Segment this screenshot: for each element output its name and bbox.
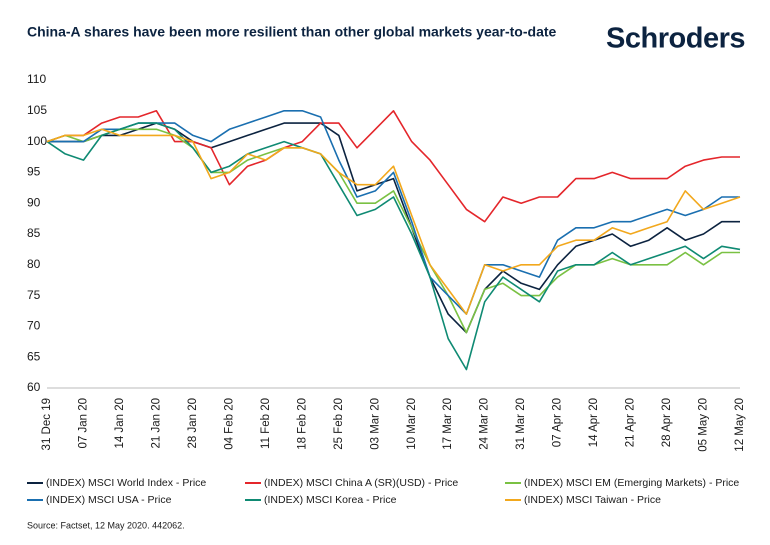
x-tick-label: 14 Apr 20	[588, 398, 600, 447]
logo: Schroders	[606, 23, 745, 55]
series-line	[46, 110, 740, 223]
y-tick-label: 85	[27, 226, 41, 240]
y-tick-label: 60	[27, 380, 41, 394]
x-tick-label: 21 Apr 20	[625, 398, 637, 447]
source-note: Source: Factset, 12 May 2020. 442062.	[27, 520, 185, 530]
series-line	[46, 128, 741, 315]
x-tick-label: 28 Jan 20	[187, 398, 199, 449]
x-tick-label: 31 Mar 20	[515, 398, 527, 450]
x-tick-label: 17 Mar 20	[442, 398, 454, 450]
x-tick-label: 12 May 20	[734, 398, 746, 452]
x-tick-label: 07 Apr 20	[552, 398, 564, 447]
series-line	[46, 128, 740, 334]
y-tick-label: 105	[27, 103, 47, 117]
x-tick-label: 28 Apr 20	[661, 398, 673, 447]
x-tick-label: 10 Mar 20	[406, 398, 418, 450]
legend-label: (INDEX) MSCI China A (SR)(USD) - Price	[264, 477, 458, 489]
legend-label: (INDEX) MSCI EM (Emerging Markets) - Pri…	[524, 477, 739, 489]
x-tick-label: 05 May 20	[698, 398, 710, 452]
x-tick-label: 24 Mar 20	[479, 398, 491, 450]
legend-label: (INDEX) MSCI Korea - Price	[264, 494, 397, 506]
x-tick-label: 18 Feb 20	[296, 398, 308, 450]
series-line	[46, 122, 741, 371]
x-tick-label: 31 Dec 19	[41, 398, 53, 450]
y-tick-label: 95	[27, 165, 41, 179]
legend-label: (INDEX) MSCI Taiwan - Price	[524, 494, 661, 506]
x-tick-label: 21 Jan 20	[150, 398, 162, 449]
x-tick-label: 11 Feb 20	[260, 398, 272, 449]
y-tick-label: 100	[27, 134, 47, 148]
y-tick-label: 65	[27, 349, 41, 363]
series-line	[47, 122, 740, 334]
x-tick-label: 07 Jan 20	[78, 398, 90, 449]
y-tick-label: 90	[27, 195, 41, 209]
legend-label: (INDEX) MSCI World Index - Price	[46, 477, 206, 489]
y-tick-label: 70	[27, 319, 41, 333]
chart-title: China-A shares have been more resilient …	[27, 24, 557, 40]
x-tick-label: 25 Feb 20	[333, 398, 345, 450]
y-tick-label: 75	[27, 288, 41, 302]
y-tick-label: 110	[27, 72, 46, 86]
y-tick-label: 80	[27, 257, 41, 271]
x-tick-label: 14 Jan 20	[114, 398, 126, 449]
x-tick-label: 04 Feb 20	[223, 398, 235, 450]
x-tick-label: 03 Mar 20	[369, 398, 381, 450]
legend-label: (INDEX) MSCI USA - Price	[46, 494, 172, 506]
series-line	[47, 110, 740, 315]
